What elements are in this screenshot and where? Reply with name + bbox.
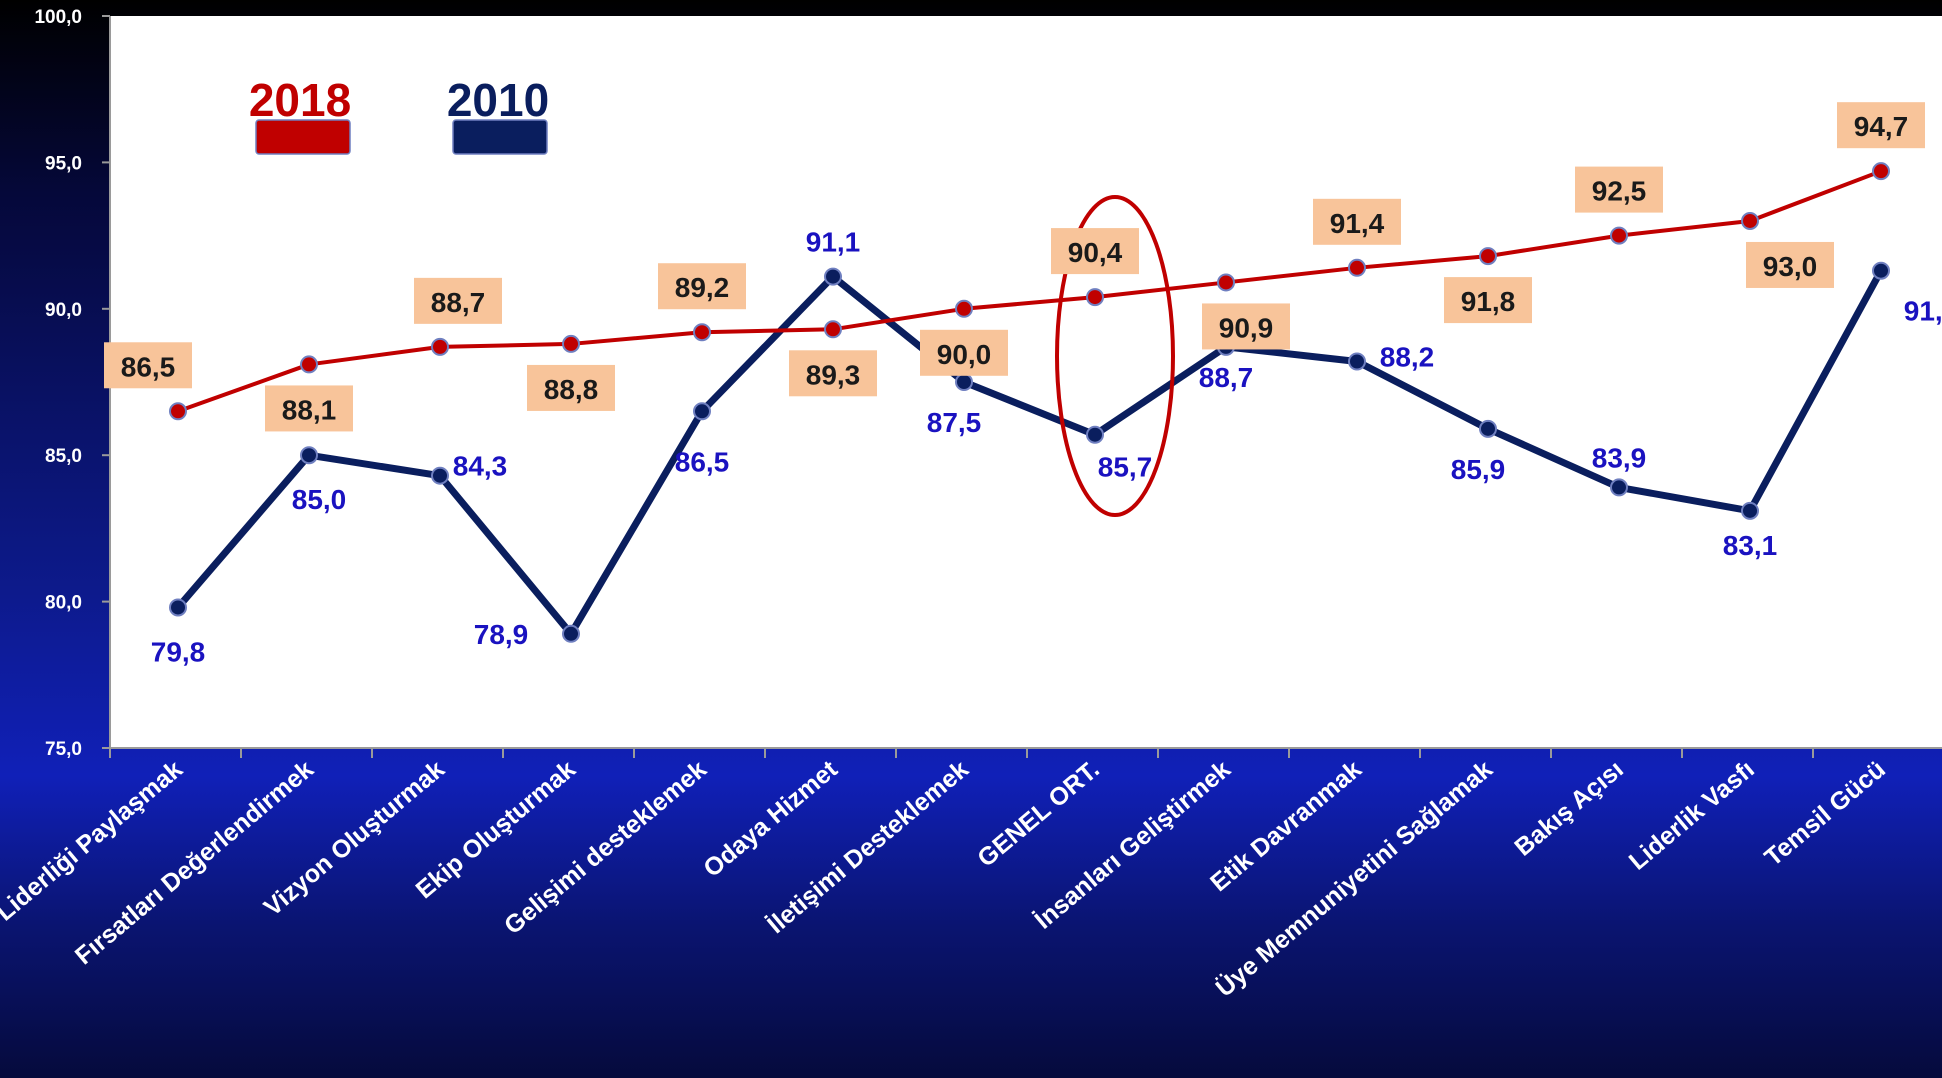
- data-label-box-2018: [658, 263, 746, 310]
- legend-swatch-2018: [255, 119, 351, 155]
- data-label-2010: 91,3: [1904, 296, 1942, 327]
- series-2010-point: [431, 466, 449, 485]
- data-label-2010: 85,7: [1098, 452, 1153, 483]
- data-label-2018: 91,4: [1330, 208, 1385, 239]
- data-label-box-2018: [104, 342, 192, 389]
- data-label-2010: 88,7: [1199, 362, 1254, 393]
- data-label-2010: 79,8: [151, 636, 206, 667]
- series-2018-point: [431, 337, 449, 356]
- data-label-box-2018: [527, 364, 615, 411]
- series-2018-line: [177, 169, 1882, 414]
- x-tick-label: Üye Memnuniyetini Sağlamak: [1210, 754, 1498, 1002]
- y-tick-label: 95,0: [45, 153, 82, 174]
- series-2018-point: [1086, 288, 1104, 307]
- data-labels: 86,5 88,1 88,7 88,8 89,2 89,3 90,0 90,4 90,9 91,4…: [104, 102, 1942, 667]
- series-2018-point: [1217, 273, 1235, 292]
- data-label-box-2018: [1746, 241, 1834, 288]
- x-tick-label: Bakış Açısı: [1509, 755, 1628, 862]
- highlight-ellipse: [1055, 195, 1175, 517]
- data-label-box-2018: [789, 350, 877, 397]
- data-label-2018: 94,7: [1854, 111, 1909, 142]
- y-tick-label: 80,0: [45, 593, 82, 614]
- y-axis: 75,0 80,0 85,0 90,0 95,0 100,0: [34, 7, 111, 760]
- data-label-box-2018: [1837, 102, 1925, 149]
- legend-label-2010: 2010: [447, 74, 549, 126]
- series-2010-point: [693, 402, 711, 421]
- legend: 2018 2010: [249, 74, 549, 155]
- series-2010-line: [175, 269, 1885, 638]
- data-label-2018: 90,4: [1068, 237, 1123, 268]
- data-label-2010: 85,0: [292, 484, 347, 515]
- data-label-2010: 87,5: [927, 407, 982, 438]
- x-tick-label: Liderlik Vasfı: [1624, 755, 1760, 876]
- series-2018-point: [300, 355, 318, 374]
- data-label-2010: 84,3: [453, 451, 508, 482]
- series-2018-point: [1479, 247, 1497, 266]
- data-label-2018: 90,0: [937, 339, 992, 370]
- data-label-2010: 85,9: [1451, 454, 1506, 485]
- data-label-2018: 92,5: [1592, 176, 1647, 207]
- series-2018-point: [169, 402, 187, 421]
- data-label-box-2018: [1202, 303, 1290, 350]
- series-2010-point: [1872, 261, 1890, 280]
- data-label-box-2018: [1313, 198, 1401, 245]
- legend-label-2018: 2018: [249, 74, 351, 126]
- data-label-2018: 90,9: [1219, 312, 1274, 343]
- series-2010-point: [1348, 352, 1366, 371]
- series-2018-point: [955, 299, 973, 318]
- data-label-2018: 88,8: [544, 374, 599, 405]
- x-tick-label: GENEL ORT.: [972, 755, 1105, 873]
- series-2010-point: [1479, 419, 1497, 438]
- series-2018-point: [824, 320, 842, 339]
- data-label-2018: 89,3: [806, 359, 861, 390]
- data-label-2018: 91,8: [1461, 286, 1516, 317]
- series-2010-point: [562, 624, 580, 643]
- series-2010-point: [300, 446, 318, 465]
- series-2018-point: [562, 334, 580, 353]
- series-2010-point: [169, 598, 187, 617]
- data-label-2018: 88,1: [282, 394, 337, 425]
- data-label-2018: 86,5: [121, 351, 176, 382]
- legend-swatch-2010: [452, 119, 548, 155]
- data-label-2010: 86,5: [675, 446, 730, 477]
- x-tick-label: Odaya Hizmet: [698, 755, 843, 883]
- series-2018-point: [693, 323, 711, 342]
- series-2010-point: [824, 267, 842, 286]
- data-label-box-2018: [265, 385, 353, 432]
- x-tick-label: Temsil Gücü: [1759, 755, 1891, 872]
- series-2010-point: [1086, 425, 1104, 444]
- data-label-2018: 88,7: [431, 287, 486, 318]
- series-layer: [169, 162, 1890, 643]
- data-label-box-2018: [1575, 166, 1663, 213]
- series-2018-point: [1872, 162, 1890, 181]
- series-2018-point: [1610, 226, 1628, 245]
- data-label-box-2018: [920, 329, 1008, 376]
- data-label-2018: 93,0: [1763, 251, 1818, 282]
- data-label-box-2018: [1051, 228, 1139, 275]
- series-2018-point: [1348, 258, 1366, 277]
- data-label-2010: 78,9: [474, 619, 529, 650]
- data-label-2010: 91,1: [806, 227, 861, 258]
- y-tick-label: 100,0: [34, 7, 82, 28]
- data-label-2010: 88,2: [1380, 342, 1435, 373]
- data-label-box-2018: [1444, 277, 1532, 324]
- highlight-layer: [1055, 195, 1175, 517]
- data-label-box-2018: [414, 277, 502, 324]
- x-tick-label: Fırsatları Değerlendirmek: [70, 755, 319, 970]
- data-label-2010: 83,1: [1723, 530, 1778, 561]
- y-tick-label: 75,0: [45, 739, 82, 760]
- series-2018-point: [1741, 211, 1759, 230]
- y-tick-label: 90,0: [45, 300, 82, 321]
- data-label-2018: 89,2: [675, 272, 730, 303]
- plot-area: [110, 16, 1942, 748]
- series-2010-point: [1610, 478, 1628, 497]
- y-tick-label: 85,0: [45, 446, 82, 467]
- series-2010-point: [955, 373, 973, 391]
- data-label-2010: 83,9: [1592, 442, 1647, 473]
- series-2010-point: [1741, 501, 1759, 520]
